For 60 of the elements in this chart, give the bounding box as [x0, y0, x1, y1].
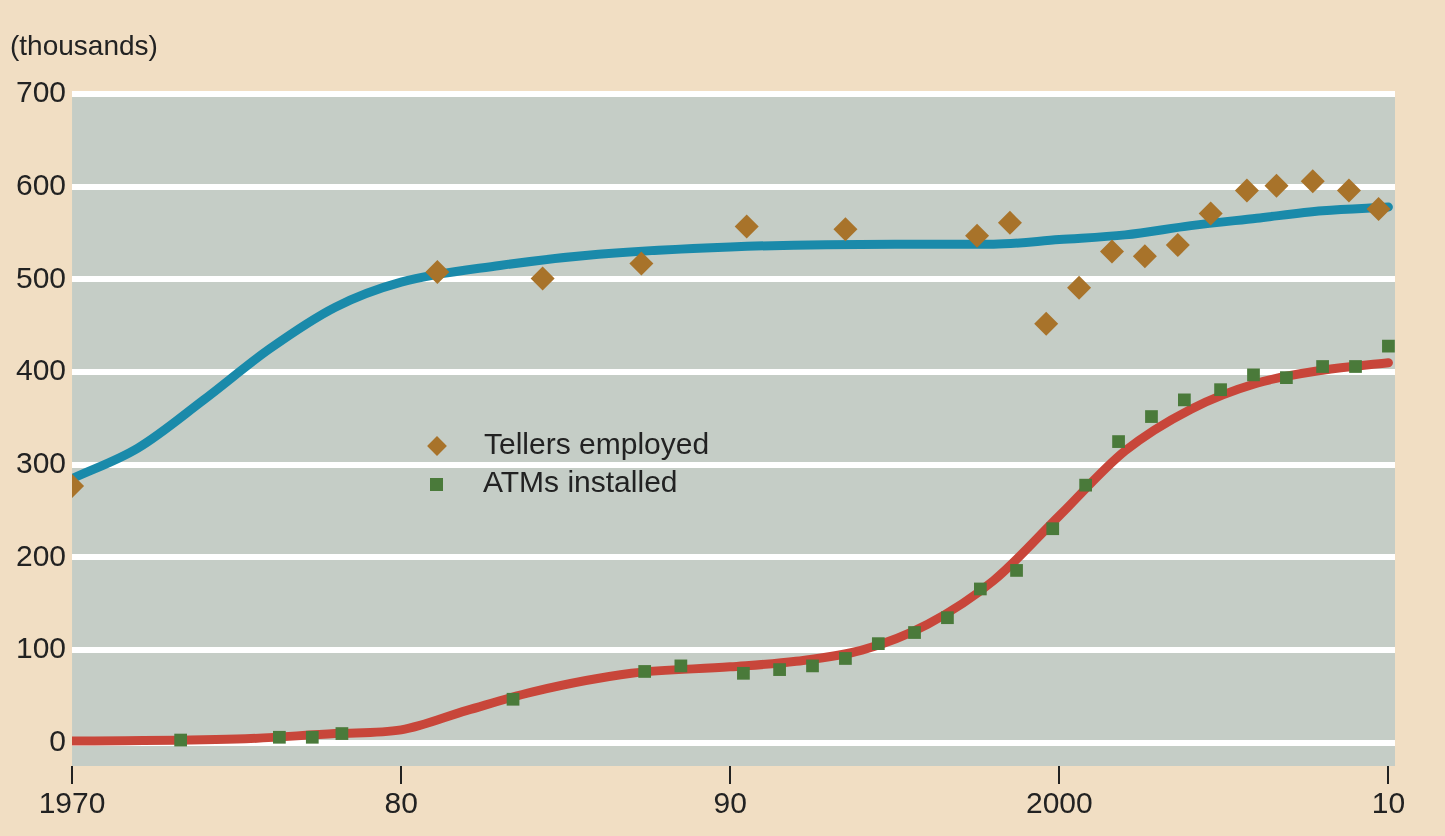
point — [1165, 233, 1190, 258]
point — [1234, 178, 1259, 203]
x-tick-label: 80 — [384, 786, 418, 820]
point — [305, 730, 319, 744]
point — [1336, 178, 1361, 203]
y-tick-label: 300 — [15, 446, 67, 480]
legend-label: ATMs installed — [483, 465, 678, 498]
point — [773, 663, 786, 676]
point — [1382, 339, 1395, 353]
y-tick-label: 400 — [15, 353, 67, 387]
x-tick-label: 90 — [713, 786, 747, 820]
y-tick-label: 100 — [15, 631, 67, 665]
point — [506, 692, 520, 706]
point — [1349, 360, 1362, 373]
point — [734, 214, 759, 239]
point — [638, 665, 652, 678]
x-tick-label: 2000 — [1025, 786, 1093, 820]
y-tick-label: 500 — [15, 260, 67, 294]
point — [1112, 435, 1125, 448]
point — [1178, 393, 1191, 407]
point — [737, 666, 750, 680]
point — [973, 582, 987, 596]
point — [1264, 173, 1289, 198]
point — [1010, 564, 1023, 577]
point — [1316, 360, 1329, 373]
point — [871, 637, 885, 651]
y-tick-label: 700 — [15, 75, 67, 109]
point — [1079, 478, 1093, 492]
legend-label: Tellers employed — [484, 427, 710, 460]
point — [1067, 275, 1092, 300]
x-tick-label: 1970 — [38, 786, 106, 820]
point — [174, 733, 188, 747]
point — [1366, 196, 1391, 221]
point — [1046, 522, 1060, 536]
point — [1034, 311, 1059, 336]
point — [1247, 368, 1260, 382]
point — [1300, 169, 1325, 194]
point — [997, 210, 1022, 235]
point — [839, 652, 852, 665]
point — [1132, 244, 1157, 269]
point — [1198, 201, 1223, 226]
point — [1280, 371, 1293, 384]
point — [941, 611, 954, 625]
point — [1214, 383, 1227, 397]
y-tick-label: 0 — [49, 724, 67, 758]
point — [273, 730, 286, 744]
point — [530, 266, 555, 291]
y-tick-label: 200 — [15, 538, 67, 572]
point — [1145, 410, 1158, 423]
y-tick-label: 600 — [15, 167, 67, 201]
x-tick-label: 10 — [1371, 786, 1406, 820]
point — [335, 727, 349, 740]
point — [965, 223, 990, 248]
y-axis-title: (thousands) — [10, 30, 158, 62]
point — [908, 626, 921, 639]
point — [629, 251, 654, 276]
point — [833, 217, 858, 242]
point — [806, 659, 819, 673]
point — [1099, 239, 1124, 264]
point — [425, 259, 450, 284]
